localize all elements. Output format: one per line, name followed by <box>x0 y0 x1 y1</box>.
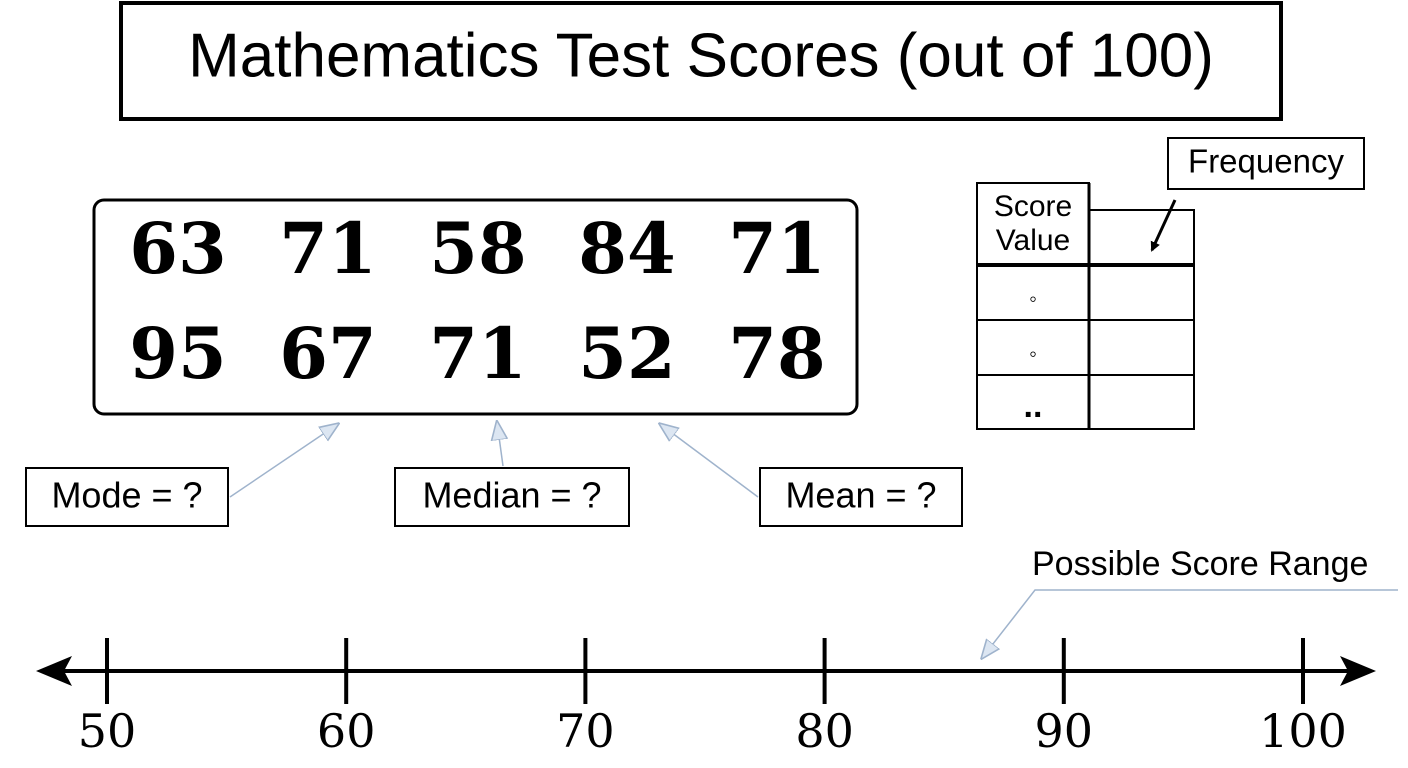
scores-box <box>92 198 859 416</box>
frequency-arrow <box>1150 199 1177 252</box>
title-box <box>119 1 1283 121</box>
line-arrow-right <box>1340 656 1376 686</box>
callout-mode: Mode = ? <box>51 475 202 516</box>
callout-box <box>759 467 963 527</box>
callout-arrow <box>660 424 759 498</box>
score: 52 <box>578 312 675 395</box>
tick-label: 60 <box>317 704 376 758</box>
callout-median: Median = ? <box>422 475 601 516</box>
score: 95 <box>129 312 226 395</box>
tick-label: 80 <box>795 704 854 758</box>
callout-arrow <box>497 422 503 467</box>
callout-arrow <box>229 424 338 498</box>
range-arrow <box>982 589 1398 658</box>
score: 71 <box>279 207 376 290</box>
title: Mathematics Test Scores (out of 100) <box>188 21 1214 90</box>
callout-mean: Mean = ? <box>785 475 936 516</box>
table-cell: ◦ <box>1029 286 1037 311</box>
score: 63 <box>129 207 226 290</box>
table-header: Score Value <box>993 190 1073 257</box>
tick-label: 70 <box>556 704 615 758</box>
score: 84 <box>578 207 675 290</box>
score: 71 <box>728 207 825 290</box>
table-cell: .. <box>1024 387 1043 425</box>
line-arrow-left <box>36 656 72 686</box>
tick-label: 50 <box>78 704 137 758</box>
score: 78 <box>728 312 825 395</box>
table-cell: ◦ <box>1029 341 1037 366</box>
frequency-box <box>1167 137 1365 190</box>
callout-box <box>25 467 229 527</box>
tick-label: 100 <box>1259 704 1347 758</box>
callout-box <box>394 467 630 527</box>
frequency-label: Frequency <box>1188 143 1344 180</box>
range-label: Possible Score Range <box>1032 545 1368 583</box>
score: 71 <box>429 312 526 395</box>
tick-label: 90 <box>1035 704 1094 758</box>
score: 58 <box>429 207 526 290</box>
score: 67 <box>279 312 376 395</box>
